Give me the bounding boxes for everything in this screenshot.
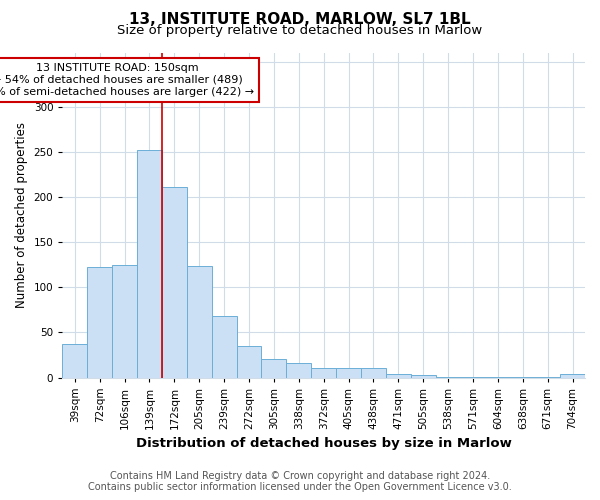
Text: 13, INSTITUTE ROAD, MARLOW, SL7 1BL: 13, INSTITUTE ROAD, MARLOW, SL7 1BL [129, 12, 471, 28]
Bar [87, 268, 112, 378]
Text: Contains HM Land Registry data © Crown copyright and database right 2024.
Contai: Contains HM Land Registry data © Crown c… [88, 471, 512, 492]
Bar [112, 264, 137, 378]
Bar [461, 376, 485, 378]
Bar [411, 375, 436, 378]
Bar [62, 344, 87, 378]
Bar [187, 266, 212, 378]
Bar [485, 376, 511, 378]
Bar [236, 346, 262, 378]
Bar [436, 376, 461, 378]
Y-axis label: Number of detached properties: Number of detached properties [15, 122, 28, 308]
Bar [311, 368, 336, 378]
Text: Size of property relative to detached houses in Marlow: Size of property relative to detached ho… [118, 24, 482, 37]
Text: 13 INSTITUTE ROAD: 150sqm
← 54% of detached houses are smaller (489)
46% of semi: 13 INSTITUTE ROAD: 150sqm ← 54% of detac… [0, 64, 254, 96]
Bar [511, 376, 535, 378]
X-axis label: Distribution of detached houses by size in Marlow: Distribution of detached houses by size … [136, 437, 512, 450]
Bar [137, 150, 162, 378]
Bar [361, 368, 386, 378]
Bar [162, 187, 187, 378]
Bar [212, 316, 236, 378]
Bar [336, 368, 361, 378]
Bar [560, 374, 585, 378]
Bar [535, 376, 560, 378]
Bar [262, 360, 286, 378]
Bar [386, 374, 411, 378]
Bar [286, 363, 311, 378]
